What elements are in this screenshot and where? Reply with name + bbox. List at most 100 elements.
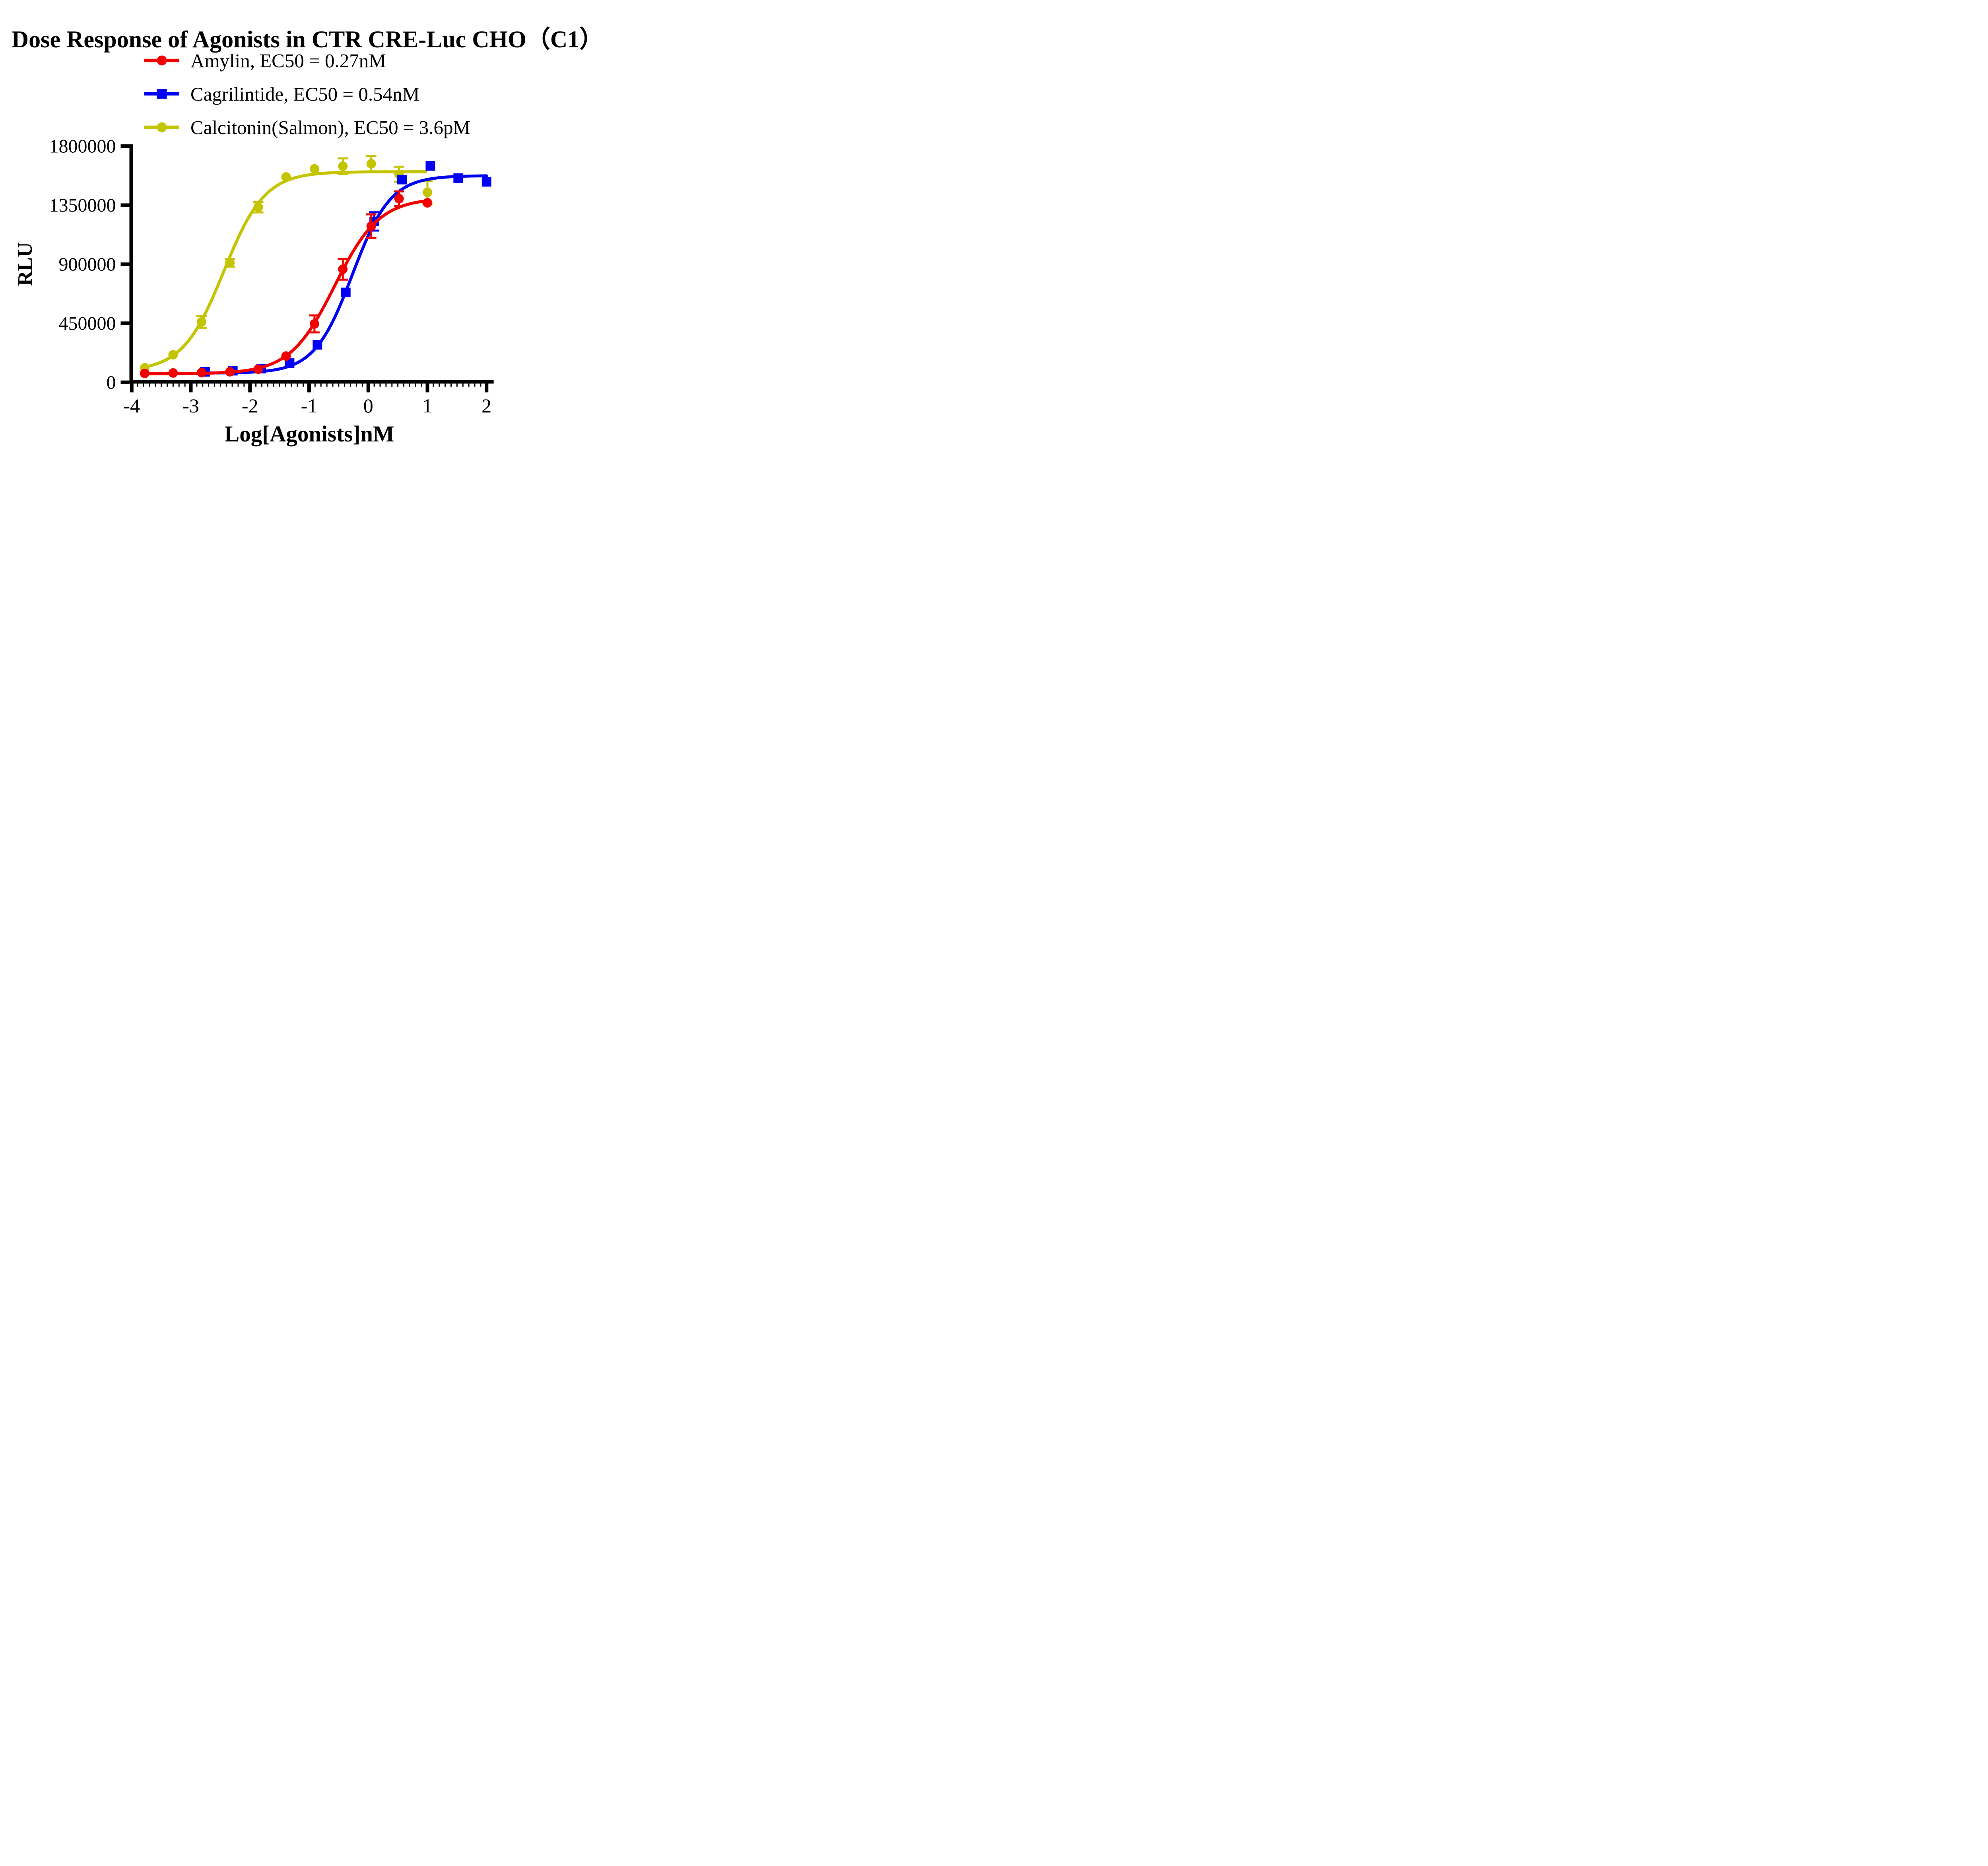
legend-row-amylin: Amylin, EC50 = 0.27nM (141, 49, 386, 72)
x-major-tick (485, 383, 489, 393)
x-minor-tick (143, 383, 144, 387)
data-point-square (453, 173, 463, 183)
plot-area: 0 450000 900000 1350000 1800000 -4 -3 -2 -1 0 1 2 R… (14, 136, 494, 447)
x-minor-tick (155, 383, 156, 387)
x-minor-tick (385, 383, 387, 387)
x-axis-line (129, 380, 494, 384)
x-minor-tick (202, 383, 204, 387)
y-tick-label: 0 (107, 372, 116, 393)
x-tick-label: -1 (301, 395, 318, 417)
y-major-tick (120, 321, 130, 325)
x-minor-tick (415, 383, 416, 387)
amylin-circle-marker-icon (144, 55, 179, 66)
x-minor-tick (214, 383, 215, 387)
fit-curve (143, 170, 427, 369)
data-point-circle (281, 351, 291, 361)
data-point-circle (366, 159, 376, 169)
legend-circle (157, 122, 167, 132)
data-point-square (397, 175, 407, 185)
data-point-square (481, 177, 491, 187)
y-major-tick (120, 144, 130, 148)
x-minor-tick (421, 383, 422, 387)
data-point-circle (140, 368, 149, 378)
x-minor-tick (137, 383, 138, 387)
legend-circle (157, 55, 167, 66)
fit-curve (203, 174, 488, 375)
x-tick-label: 1 (423, 395, 433, 417)
x-minor-tick (433, 383, 434, 387)
y-tick-label: 1800000 (49, 136, 116, 157)
calcitonin-circle-marker-icon (144, 122, 179, 132)
x-minor-tick (237, 383, 239, 387)
x-minor-tick (403, 383, 404, 387)
x-minor-tick (273, 383, 274, 387)
x-minor-tick (267, 383, 268, 387)
legend-label-calcitonin: Calcitonin(Salmon), EC50 = 3.6pM (190, 116, 471, 138)
data-point-square (313, 340, 322, 350)
data-point-circle (394, 194, 404, 204)
data-point-circle (168, 368, 178, 378)
x-minor-tick (468, 383, 470, 387)
x-minor-tick (439, 383, 440, 387)
axes-layer: 0 450000 900000 1350000 1800000 -4 -3 -2 -1 0 1 2 (49, 136, 494, 417)
data-point-circle (253, 364, 263, 374)
x-minor-tick (178, 383, 180, 387)
x-tick-label: -4 (123, 395, 140, 417)
y-major-tick (120, 203, 130, 207)
x-tick-label: 0 (363, 395, 373, 417)
data-point-circle (281, 172, 291, 182)
series-layer (140, 155, 491, 378)
x-minor-tick (314, 383, 316, 387)
data-point-circle (309, 319, 319, 329)
legend-label-amylin: Amylin, EC50 = 0.27nM (190, 49, 386, 72)
y-major-tick (120, 262, 130, 266)
x-minor-tick (379, 383, 381, 387)
x-minor-tick (149, 383, 150, 387)
x-minor-tick (303, 383, 304, 387)
x-minor-tick (261, 383, 262, 387)
legend-square (157, 89, 167, 99)
chart-title: Dose Response of Agonists in CTR CRE-Luc… (11, 26, 604, 52)
x-minor-tick (445, 383, 446, 387)
x-minor-tick (184, 383, 186, 387)
x-minor-tick (391, 383, 393, 387)
x-minor-tick (450, 383, 452, 387)
data-point-circle (196, 317, 206, 327)
x-minor-tick (474, 383, 476, 387)
x-minor-tick (161, 383, 162, 387)
x-minor-tick (225, 383, 227, 387)
data-point-circle (338, 264, 348, 274)
x-minor-tick (344, 383, 346, 387)
data-point-circle (225, 258, 235, 268)
x-minor-tick (243, 383, 245, 387)
x-minor-tick (462, 383, 464, 387)
x-minor-tick (208, 383, 210, 387)
data-point-circle (225, 367, 235, 377)
x-tick-label: -2 (242, 395, 258, 417)
y-tick-label: 900000 (59, 254, 116, 275)
y-axis-title: RLU (14, 242, 37, 286)
x-minor-tick (231, 383, 233, 387)
data-point-circle (196, 367, 206, 377)
y-major-tick (120, 380, 130, 384)
x-minor-tick (332, 383, 334, 387)
x-minor-tick (196, 383, 198, 387)
data-point-circle (309, 164, 319, 174)
fit-curve (143, 199, 429, 375)
y-tick-label: 450000 (59, 313, 116, 334)
data-point-circle (423, 198, 432, 208)
x-minor-tick (297, 383, 298, 387)
data-point-circle (366, 221, 376, 231)
x-minor-tick (285, 383, 286, 387)
data-point-square (425, 161, 435, 171)
y-axis-line (129, 144, 133, 384)
x-major-tick (189, 383, 193, 393)
x-minor-tick (219, 383, 221, 387)
data-point-circle (253, 202, 263, 212)
x-minor-tick (279, 383, 280, 387)
x-minor-tick (172, 383, 174, 387)
x-minor-tick (397, 383, 399, 387)
legend-row-cagrilintide: Cagrilintide, EC50 = 0.54nM (141, 83, 419, 105)
dose-response-figure: Dose Response of Agonists in CTR CRE-Luc… (0, 0, 615, 466)
x-minor-tick (320, 383, 322, 387)
